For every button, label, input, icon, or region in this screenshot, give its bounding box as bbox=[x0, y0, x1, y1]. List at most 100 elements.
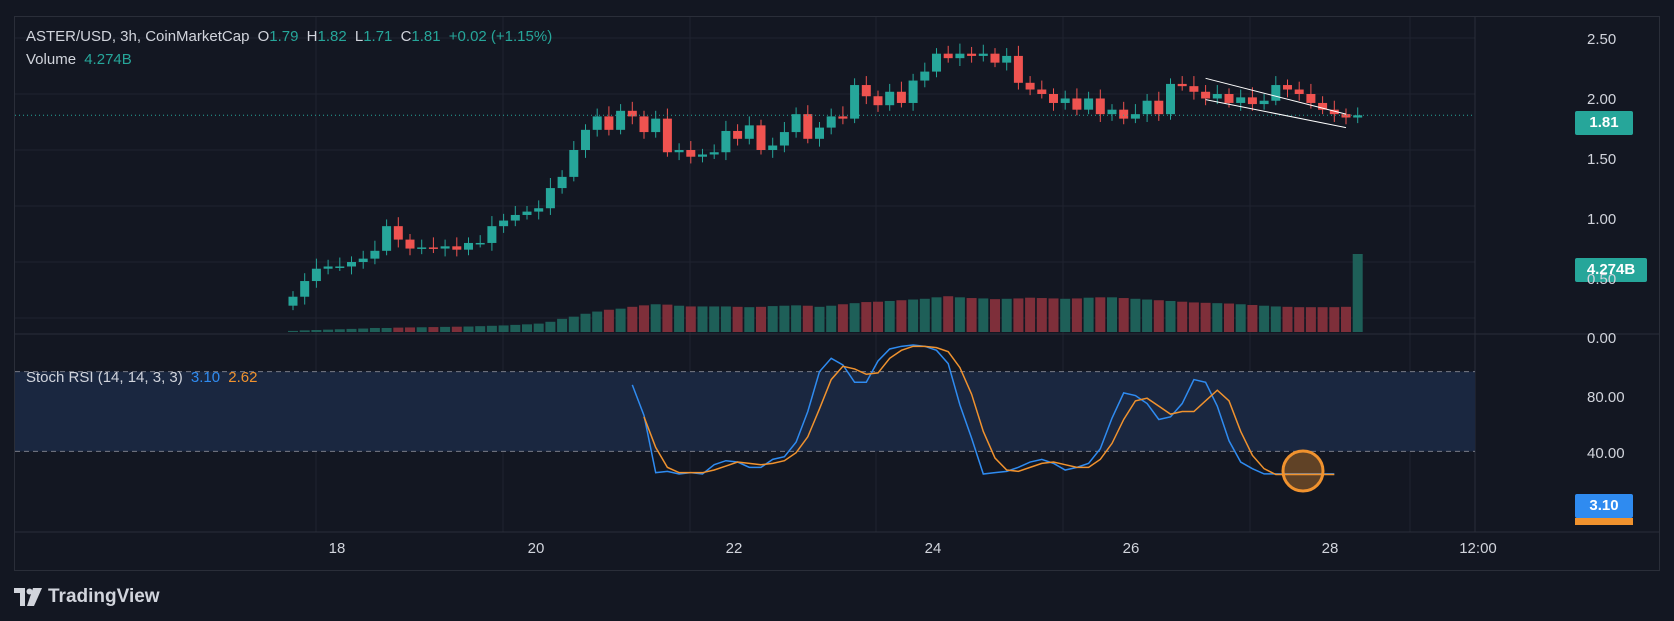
candle bbox=[581, 124, 590, 158]
symbol-label[interactable]: ASTER/USD, 3h, CoinMarketCap bbox=[26, 28, 250, 45]
candle-body bbox=[932, 53, 941, 72]
volume-bar bbox=[1188, 302, 1199, 332]
price-tag: 1.81 bbox=[1575, 111, 1633, 135]
candle-body bbox=[1283, 85, 1292, 90]
volume-bar bbox=[440, 326, 451, 332]
close-label: C bbox=[400, 28, 412, 45]
open-label: O bbox=[257, 28, 270, 45]
volume-bar bbox=[1305, 307, 1316, 332]
candle-body bbox=[1212, 94, 1222, 99]
candle-body bbox=[1060, 98, 1070, 103]
candle bbox=[452, 237, 462, 257]
x-tick-label: 28 bbox=[1321, 540, 1339, 557]
candle-body bbox=[288, 296, 298, 306]
volume-bar bbox=[966, 298, 977, 332]
candle bbox=[674, 143, 684, 161]
candle-body bbox=[557, 176, 567, 189]
candle bbox=[662, 108, 672, 157]
volume-bar bbox=[1259, 305, 1270, 332]
low-value: 1.71 bbox=[363, 28, 393, 45]
candle bbox=[1084, 91, 1094, 115]
tradingview-logo-icon bbox=[14, 588, 42, 606]
candle bbox=[861, 76, 871, 105]
volume-bar bbox=[1165, 300, 1176, 332]
grid-lines bbox=[15, 17, 1475, 532]
candle-body bbox=[1259, 100, 1269, 105]
candle-body bbox=[826, 116, 836, 128]
tradingview-brand[interactable]: TradingView bbox=[14, 586, 160, 608]
volume-bar bbox=[568, 316, 579, 332]
candle bbox=[557, 170, 567, 194]
candle bbox=[873, 90, 883, 112]
volume-bar bbox=[837, 304, 848, 332]
candle bbox=[850, 78, 860, 124]
volume-bar bbox=[954, 297, 965, 332]
volume-bar bbox=[522, 324, 532, 332]
volume-bar bbox=[791, 305, 802, 332]
candle-body bbox=[1130, 114, 1140, 119]
candle bbox=[815, 122, 824, 147]
candle bbox=[627, 101, 637, 125]
candle bbox=[779, 122, 789, 153]
candle bbox=[382, 219, 392, 256]
candle-body bbox=[604, 116, 614, 130]
volume-bar bbox=[978, 298, 989, 332]
candle-body bbox=[569, 150, 579, 177]
volume-bar bbox=[1095, 297, 1106, 332]
y-tick-label: 2.50 bbox=[1587, 31, 1617, 48]
volume-bar bbox=[1224, 303, 1234, 332]
candle bbox=[370, 240, 380, 265]
candle-body bbox=[1154, 100, 1164, 115]
volume-bar bbox=[1212, 303, 1223, 332]
y-tick-label: 0.00 bbox=[1587, 330, 1617, 347]
volume-bar bbox=[826, 305, 837, 332]
candle-body bbox=[1095, 98, 1105, 115]
stoch-d-line bbox=[643, 345, 1335, 476]
volume-bar bbox=[814, 306, 825, 332]
candle bbox=[709, 144, 719, 159]
candle bbox=[1130, 104, 1140, 124]
volume-bar bbox=[756, 306, 766, 332]
volume-bar bbox=[931, 297, 942, 332]
volume-bar bbox=[697, 306, 708, 332]
candle bbox=[1212, 85, 1222, 105]
volume-bar bbox=[849, 303, 860, 332]
candle bbox=[1306, 83, 1316, 109]
candle bbox=[545, 178, 555, 215]
volume-label[interactable]: Volume bbox=[26, 51, 77, 68]
candle-body bbox=[896, 91, 906, 103]
candle bbox=[1060, 90, 1070, 110]
stoch-label[interactable]: Stoch RSI (14, 14, 3, 3) bbox=[26, 369, 183, 386]
candle bbox=[1025, 76, 1035, 96]
y-tick-label: 1.00 bbox=[1587, 211, 1617, 228]
volume-bar bbox=[674, 305, 685, 332]
volume-bar bbox=[861, 302, 872, 332]
candle-body bbox=[1236, 97, 1246, 103]
low-label: L bbox=[354, 28, 364, 45]
volume-bar bbox=[1071, 298, 1082, 332]
volume-bar bbox=[1142, 299, 1153, 332]
candle-body bbox=[522, 211, 532, 215]
volume-legend: Volume 4.274B bbox=[26, 51, 136, 68]
volume-bar bbox=[873, 301, 883, 332]
candle-body bbox=[335, 266, 345, 268]
candle-body bbox=[1166, 83, 1175, 115]
volume-bar bbox=[545, 321, 556, 332]
candle-body bbox=[1177, 83, 1187, 87]
candle bbox=[335, 257, 345, 271]
candle-body bbox=[768, 145, 778, 150]
candle-body bbox=[1341, 114, 1351, 118]
candle bbox=[744, 116, 754, 145]
volume-bar bbox=[1282, 306, 1293, 332]
candle bbox=[826, 108, 836, 135]
candle bbox=[1119, 101, 1129, 125]
volume-bar bbox=[416, 327, 427, 332]
volume-bar bbox=[428, 327, 439, 332]
volume-bar bbox=[1294, 307, 1305, 332]
volume-bar bbox=[802, 305, 813, 332]
candle bbox=[405, 234, 415, 256]
candle-body bbox=[662, 118, 672, 153]
candle-body bbox=[744, 125, 754, 139]
